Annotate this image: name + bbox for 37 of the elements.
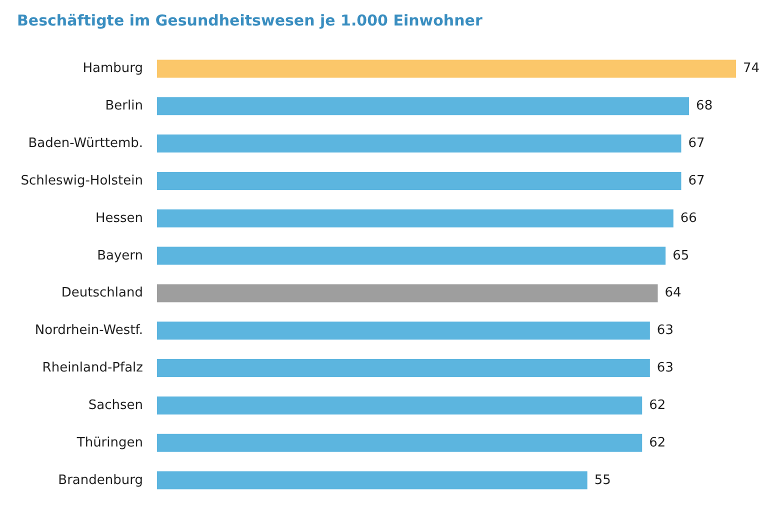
data-label: 74 [743,61,760,76]
y-tick-label: Rheinland-Pfalz [42,360,144,376]
data-label: 68 [696,98,713,114]
bar [157,209,674,228]
y-tick-label: Sachsen [88,398,143,413]
data-label: 63 [656,323,674,338]
bar [157,471,588,490]
data-label: 55 [594,472,611,488]
bar [157,97,690,116]
data-label: 66 [680,210,697,226]
data-label: 67 [688,173,705,188]
chart-title: Beschäftigte im Gesundheitswesen je 1.000 Einwohner [17,12,483,30]
bar [157,134,682,153]
y-tick-label: Thüringen [76,435,143,450]
bar [157,396,642,414]
y-tick-label: Hessen [95,210,143,226]
data-label: 63 [656,360,674,376]
y-tick-label: Hamburg [82,61,143,76]
bar [157,359,650,378]
data-label: 62 [649,435,666,450]
data-label: 65 [672,248,690,264]
data-label: 67 [688,136,705,152]
bar [157,434,642,452]
bar [157,172,682,190]
y-tick-label: Berlin [105,98,143,114]
bar [157,322,650,340]
y-tick-label: Nordrhein-Westf. [34,323,143,338]
data-label: 64 [664,286,682,301]
data-label: 62 [649,398,666,413]
bar [157,284,658,302]
y-tick-label: Brandenburg [58,472,143,488]
bar [157,246,666,265]
y-tick-label: Deutschland [61,286,143,301]
y-tick-label: Baden-Württemb. [28,136,143,152]
bar [157,60,736,78]
y-tick-label: Bayern [97,248,143,264]
y-tick-label: Schleswig-Holstein [20,173,143,188]
